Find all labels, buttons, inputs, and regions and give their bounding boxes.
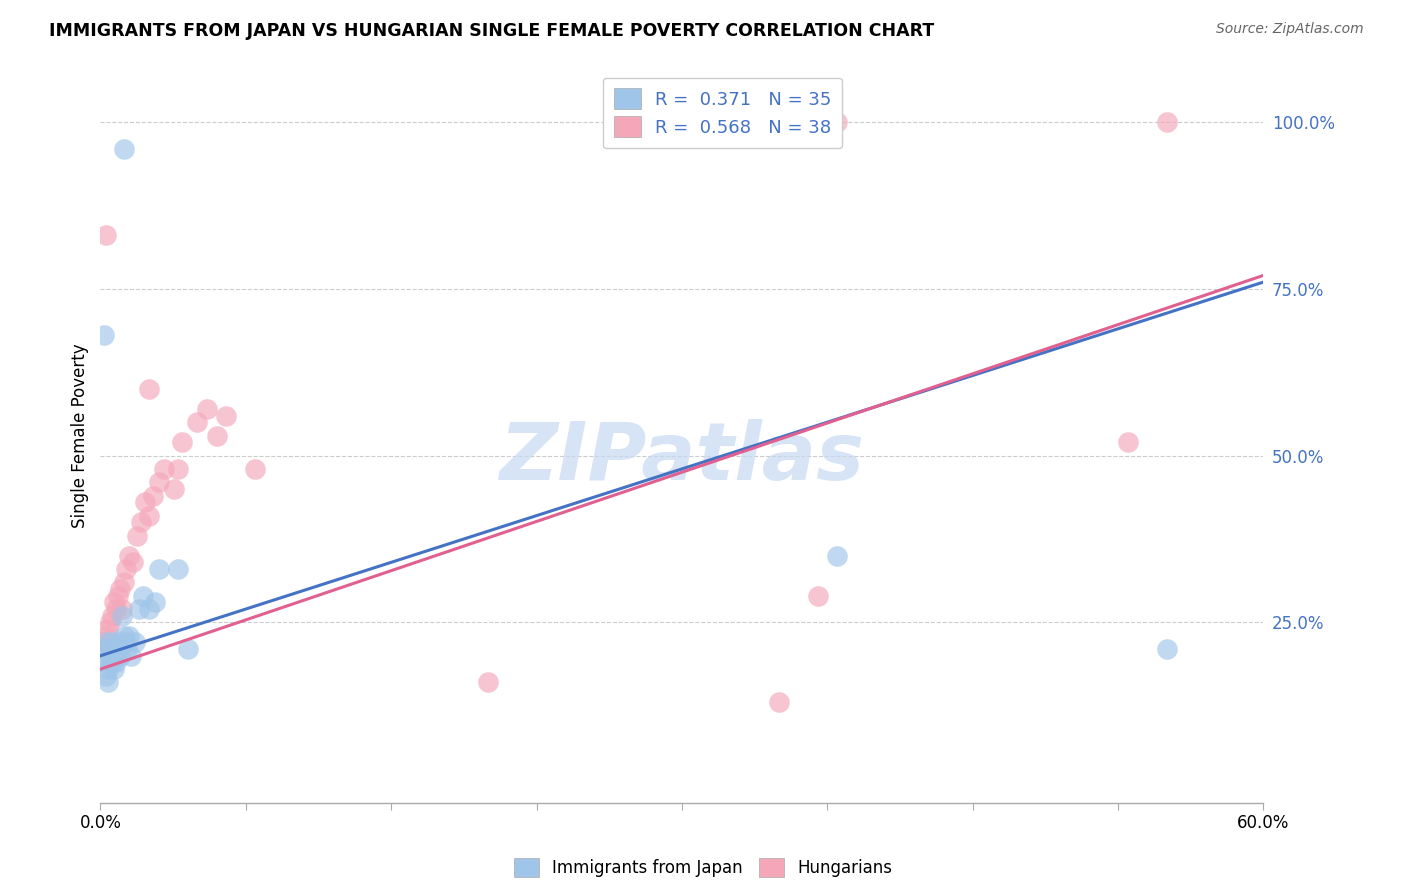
Point bbox=[103, 662, 125, 676]
Point bbox=[138, 508, 160, 523]
Legend: R =  0.371   N = 35, R =  0.568   N = 38: R = 0.371 N = 35, R = 0.568 N = 38 bbox=[603, 78, 842, 148]
Point bbox=[107, 642, 129, 657]
Point bbox=[96, 629, 118, 643]
Point bbox=[768, 696, 790, 710]
Point bbox=[98, 615, 121, 630]
Point bbox=[108, 648, 131, 663]
Point bbox=[148, 562, 170, 576]
Point bbox=[477, 675, 499, 690]
Point bbox=[98, 648, 121, 663]
Point bbox=[138, 382, 160, 396]
Point bbox=[96, 228, 118, 243]
Point bbox=[107, 589, 129, 603]
Point bbox=[111, 608, 134, 623]
Point bbox=[96, 635, 118, 649]
Point bbox=[112, 142, 135, 156]
Point bbox=[114, 635, 136, 649]
Point bbox=[103, 595, 125, 609]
Y-axis label: Single Female Poverty: Single Female Poverty bbox=[72, 343, 89, 528]
Text: ZIPatlas: ZIPatlas bbox=[499, 418, 865, 497]
Text: IMMIGRANTS FROM JAPAN VS HUNGARIAN SINGLE FEMALE POVERTY CORRELATION CHART: IMMIGRANTS FROM JAPAN VS HUNGARIAN SINGL… bbox=[49, 22, 935, 40]
Point bbox=[128, 602, 150, 616]
Point bbox=[93, 328, 115, 343]
Point bbox=[153, 462, 176, 476]
Point bbox=[111, 602, 134, 616]
Point bbox=[118, 549, 141, 563]
Point bbox=[195, 401, 218, 416]
Point bbox=[1156, 642, 1178, 657]
Point bbox=[148, 475, 170, 490]
Point bbox=[138, 602, 160, 616]
Point bbox=[129, 516, 152, 530]
Point bbox=[142, 489, 165, 503]
Text: Source: ZipAtlas.com: Source: ZipAtlas.com bbox=[1216, 22, 1364, 37]
Point bbox=[114, 562, 136, 576]
Point bbox=[101, 608, 124, 623]
Point bbox=[104, 656, 127, 670]
Point bbox=[825, 115, 848, 129]
Point bbox=[91, 635, 114, 649]
Point bbox=[103, 648, 125, 663]
Point bbox=[245, 462, 267, 476]
Point bbox=[122, 555, 145, 569]
Point bbox=[97, 662, 120, 676]
Point bbox=[170, 435, 193, 450]
Point bbox=[215, 409, 238, 423]
Point bbox=[1156, 115, 1178, 129]
Point bbox=[127, 529, 149, 543]
Point bbox=[112, 629, 135, 643]
Point bbox=[104, 602, 127, 616]
Point bbox=[101, 656, 124, 670]
Point bbox=[163, 482, 186, 496]
Point bbox=[1116, 435, 1139, 450]
Point bbox=[176, 642, 198, 657]
Point bbox=[97, 622, 120, 636]
Point bbox=[132, 589, 155, 603]
Point bbox=[91, 648, 114, 663]
Point bbox=[143, 595, 166, 609]
Point bbox=[93, 642, 115, 657]
Point bbox=[806, 589, 828, 603]
Point bbox=[186, 415, 208, 429]
Point bbox=[120, 648, 142, 663]
Point bbox=[167, 562, 190, 576]
Point bbox=[96, 669, 118, 683]
Point bbox=[93, 656, 115, 670]
Point bbox=[117, 642, 139, 657]
Point bbox=[205, 428, 228, 442]
Point bbox=[124, 635, 146, 649]
Point bbox=[93, 642, 115, 657]
Point bbox=[134, 495, 156, 509]
Point bbox=[118, 629, 141, 643]
Point bbox=[97, 675, 120, 690]
Point bbox=[108, 582, 131, 596]
Point bbox=[98, 642, 121, 657]
Point bbox=[101, 635, 124, 649]
Point bbox=[108, 635, 131, 649]
Legend: Immigrants from Japan, Hungarians: Immigrants from Japan, Hungarians bbox=[506, 851, 900, 884]
Point bbox=[112, 575, 135, 590]
Point bbox=[167, 462, 190, 476]
Point bbox=[825, 549, 848, 563]
